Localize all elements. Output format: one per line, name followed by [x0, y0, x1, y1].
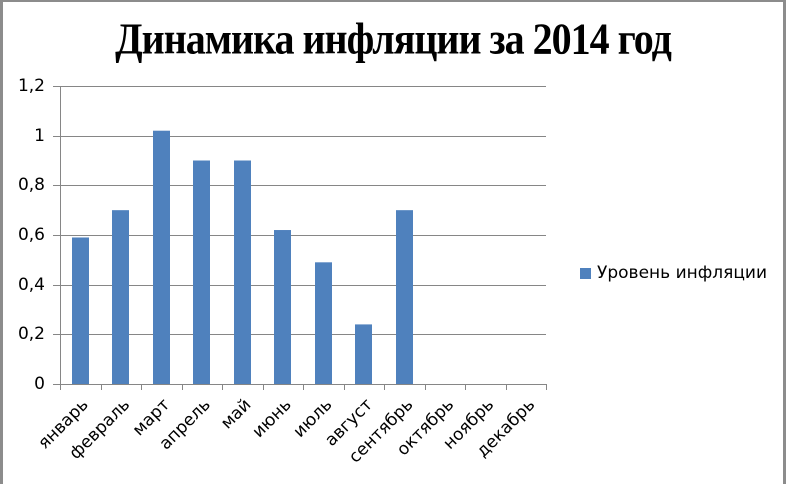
bar-сентябрь	[396, 210, 413, 384]
bar-март	[153, 130, 170, 384]
legend-label: Уровень инфляции	[597, 263, 768, 283]
legend-swatch	[580, 267, 591, 279]
bar-август	[355, 324, 372, 384]
chart-title: Динамика инфляции за 2014 год	[115, 13, 672, 64]
legend: Уровень инфляции	[580, 263, 767, 283]
y-tick-label: 0,8	[17, 174, 45, 195]
bar-апрель	[193, 160, 210, 384]
y-tick-label: 0	[34, 373, 45, 394]
y-tick-label: 0,4	[17, 274, 45, 295]
bar-январь	[72, 237, 89, 384]
y-tick-label: 0,6	[17, 224, 45, 245]
bar-май	[234, 160, 251, 384]
bar-июль	[315, 262, 332, 384]
y-tick-label: 1	[34, 125, 45, 146]
y-tick-label: 1,2	[17, 75, 45, 96]
y-tick-label: 0,2	[17, 323, 45, 344]
bar-июнь	[274, 230, 291, 384]
bar-февраль	[112, 210, 129, 384]
